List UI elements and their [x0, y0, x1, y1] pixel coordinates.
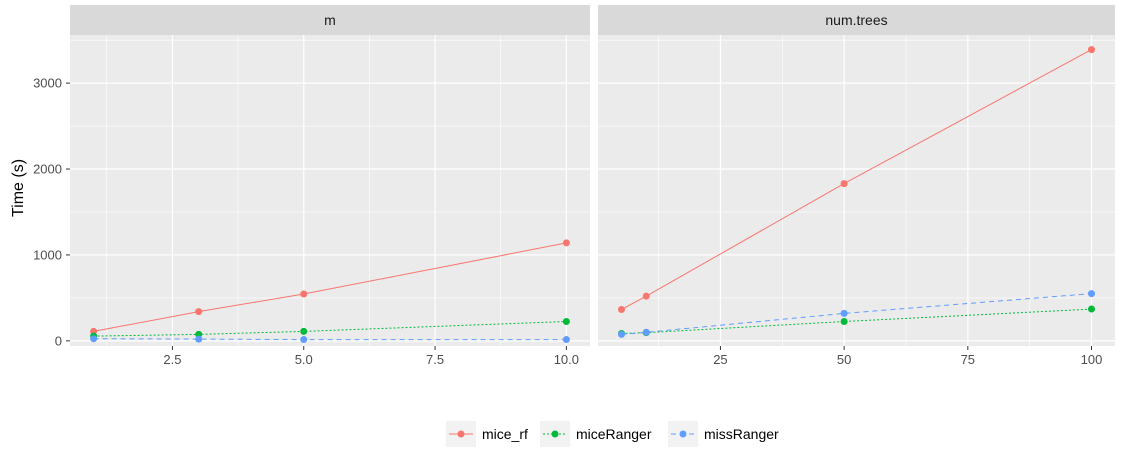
- y-axis: 0 1000 2000 3000: [33, 76, 70, 348]
- x-tick-label: 5.0: [295, 352, 313, 367]
- legend-item-miceRanger: miceRanger: [540, 421, 652, 447]
- series-line-missRanger: [621, 293, 1092, 335]
- data-point-mice_rf: [300, 290, 308, 298]
- legend-key-point: [679, 430, 687, 438]
- facet-strip-label: num.trees: [825, 12, 887, 28]
- legend: mice_rf miceRanger missRanger: [446, 421, 779, 447]
- y-axis-title: Time (s): [10, 159, 27, 217]
- data-point-mice_rf: [840, 180, 848, 188]
- data-point-missRanger: [562, 336, 570, 344]
- data-point-missRanger: [840, 309, 848, 317]
- legend-label: missRanger: [704, 426, 779, 442]
- data-point-mice_rf: [195, 308, 203, 316]
- legend-label: miceRanger: [576, 426, 652, 442]
- legend-key-point: [457, 430, 465, 438]
- x-tick-label: 7.5: [426, 352, 444, 367]
- y-tick-label: 1000: [33, 247, 62, 262]
- x-tick-label: 100: [1081, 352, 1103, 367]
- data-point-mice_rf: [1088, 46, 1095, 54]
- panel-m: m 2.5 5.0 7.5 10.0: [70, 5, 590, 367]
- x-tick-label: 75: [961, 352, 975, 367]
- facet-strip: [70, 5, 590, 35]
- data-point-missRanger: [618, 330, 625, 338]
- x-tick-label: 10.0: [554, 352, 579, 367]
- series-line-mice_rf: [93, 242, 567, 332]
- panel-layer: m 2.5 5.0 7.5 10.0 num.trees 25 50 75 100: [70, 5, 1115, 367]
- data-point-mice_rf: [618, 305, 625, 313]
- series-line-miceRanger: [93, 321, 567, 337]
- series-line-mice_rf: [621, 49, 1092, 310]
- data-point-mice_rf: [642, 292, 650, 300]
- y-tick-label: 3000: [33, 76, 62, 91]
- panel-background: [70, 35, 590, 346]
- data-point-miceRanger: [562, 318, 570, 326]
- data-point-missRanger: [300, 336, 308, 344]
- x-tick-label: 50: [837, 352, 851, 367]
- series-line-missRanger: [93, 338, 567, 341]
- panel-num-trees: num.trees 25 50 75 100: [598, 5, 1115, 367]
- legend-item-mice_rf: mice_rf: [446, 421, 528, 447]
- y-tick-label: 0: [55, 333, 62, 348]
- legend-label: mice_rf: [482, 426, 528, 442]
- data-point-miceRanger: [300, 327, 308, 335]
- data-point-miceRanger: [840, 318, 848, 326]
- legend-key-point: [551, 430, 559, 438]
- data-point-miceRanger: [1088, 305, 1095, 313]
- data-point-missRanger: [90, 335, 98, 343]
- data-point-missRanger: [1088, 290, 1095, 298]
- facet-strip-label: m: [324, 12, 336, 28]
- x-tick-label: 25: [713, 352, 727, 367]
- legend-item-missRanger: missRanger: [668, 421, 779, 447]
- facet-strip: [598, 5, 1115, 35]
- y-tick-label: 2000: [33, 162, 62, 177]
- data-point-mice_rf: [562, 239, 570, 247]
- data-point-missRanger: [195, 335, 203, 343]
- data-point-missRanger: [642, 328, 650, 336]
- panel-background: [598, 35, 1115, 346]
- x-tick-label: 2.5: [163, 352, 181, 367]
